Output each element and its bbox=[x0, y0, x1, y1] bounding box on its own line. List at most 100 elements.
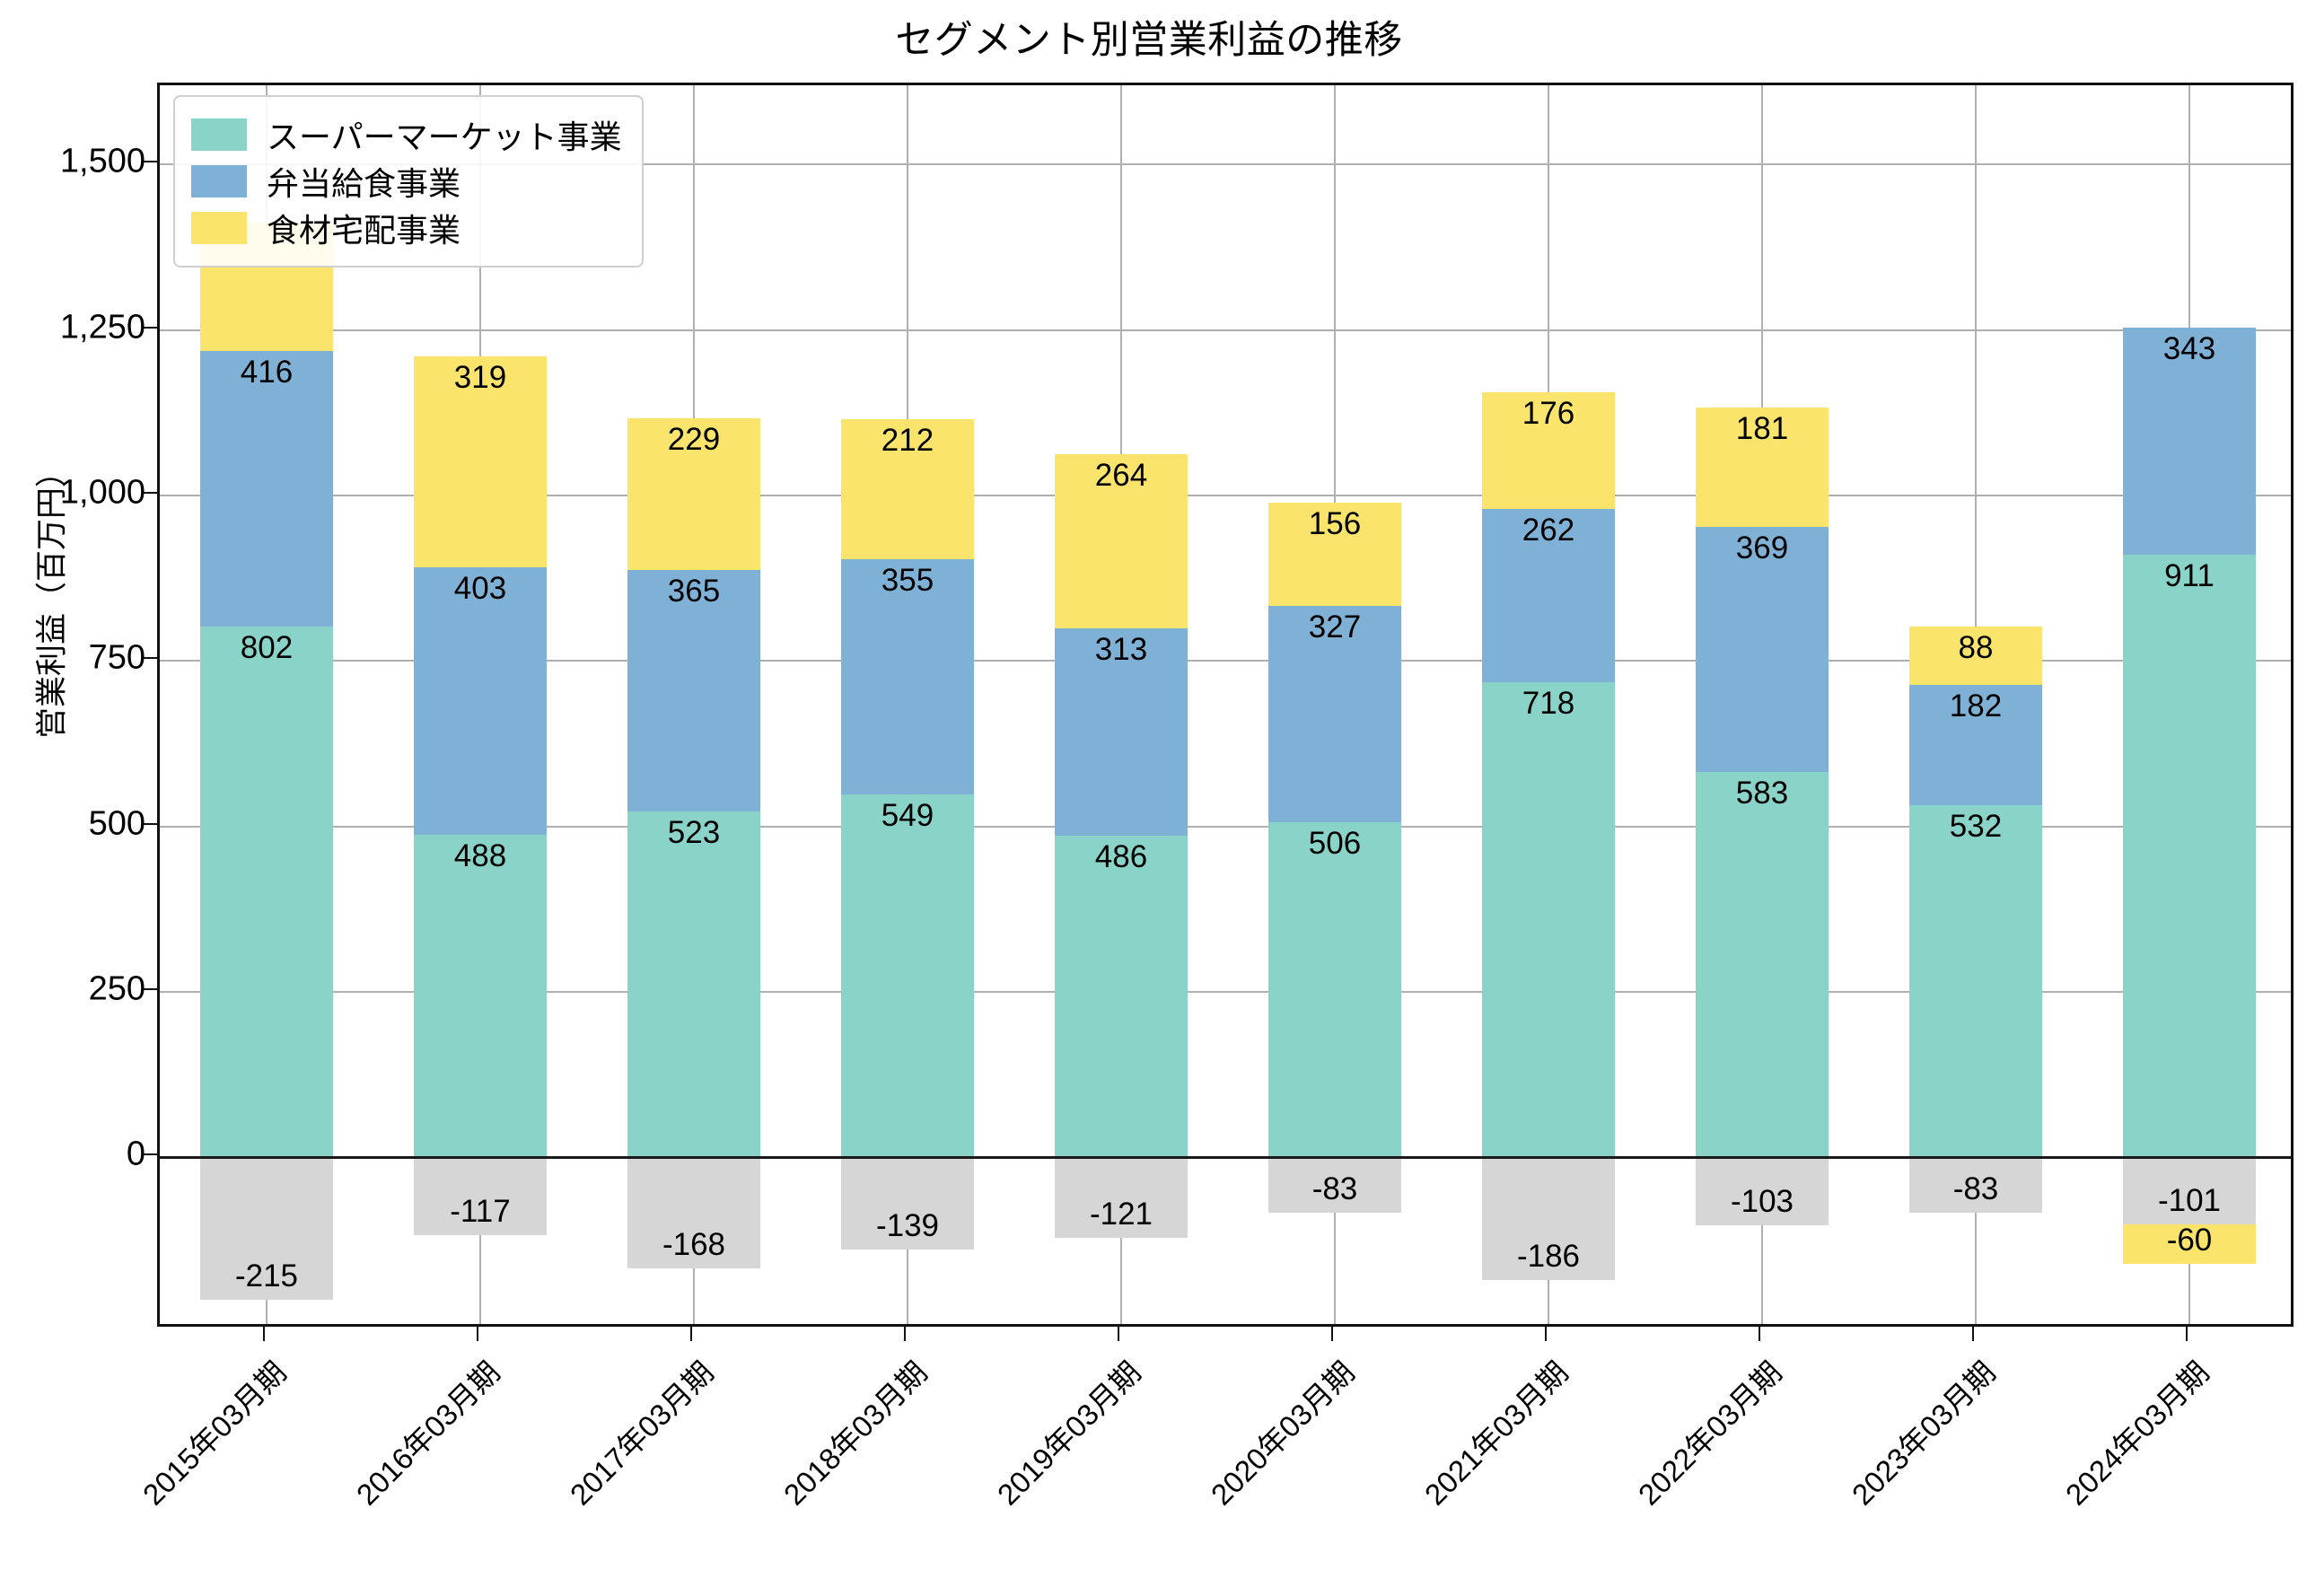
y-gridline bbox=[160, 991, 2291, 993]
bar-segment-bento[interactable]: 182 bbox=[1909, 684, 2042, 806]
bar-value-label: 327 bbox=[1308, 609, 1362, 645]
bar-value-label: 88 bbox=[1958, 630, 1994, 666]
y-gridline bbox=[160, 329, 2291, 331]
bar-segment-supermarket[interactable]: 532 bbox=[1909, 805, 2042, 1158]
x-tick-label: 2015年03月期 bbox=[136, 1355, 293, 1512]
bar-value-label: 369 bbox=[1735, 531, 1789, 566]
x-tick-mark bbox=[1331, 1327, 1333, 1341]
bar-value-label: 523 bbox=[667, 814, 721, 850]
bar-segment-bento[interactable]: 343 bbox=[2123, 327, 2256, 555]
bar-segment-delivery[interactable]: 156 bbox=[1268, 503, 1401, 607]
x-tick-label: 2017年03月期 bbox=[563, 1355, 720, 1512]
bar-value-label: 182 bbox=[1949, 688, 2003, 723]
bar-value-label: -83 bbox=[1311, 1171, 1358, 1206]
x-tick-label: 2023年03月期 bbox=[1845, 1355, 2002, 1512]
bar-value-label: 176 bbox=[1522, 396, 1575, 432]
bar-segment-bento[interactable]: 262 bbox=[1482, 508, 1615, 682]
bar-value-label: 583 bbox=[1735, 775, 1789, 811]
bar-segment-bento[interactable]: 313 bbox=[1055, 628, 1188, 837]
legend-item[interactable]: 弁当給食事業 bbox=[191, 158, 622, 205]
y-tick-label: 1,500 bbox=[59, 142, 145, 180]
y-tick-mark bbox=[144, 988, 158, 990]
x-tick-label: 2019年03月期 bbox=[990, 1355, 1147, 1512]
bar-segment-delivery[interactable]: 212 bbox=[841, 418, 974, 559]
y-tick-label: 500 bbox=[88, 804, 145, 843]
bar-segment-negative[interactable]: -186 bbox=[1482, 1157, 1615, 1281]
bar-segment-supermarket[interactable]: 911 bbox=[2123, 554, 2256, 1158]
bar-segment-supermarket[interactable]: 583 bbox=[1696, 771, 1829, 1158]
bar-value-label: 313 bbox=[1094, 632, 1148, 668]
bar-value-label: 181 bbox=[1735, 411, 1789, 447]
x-tick-mark bbox=[690, 1327, 692, 1341]
bar-segment-bento[interactable]: 416 bbox=[200, 351, 333, 627]
y-tick-mark bbox=[144, 1153, 158, 1156]
bar-segment-negative[interactable]: -215 bbox=[200, 1157, 333, 1300]
bar-segment-delivery[interactable]: 88 bbox=[1909, 627, 2042, 685]
bar-value-label: 264 bbox=[1094, 457, 1148, 493]
bar-segment-negative[interactable]: -101 bbox=[2123, 1157, 2256, 1224]
y-tick-label: 750 bbox=[88, 638, 145, 677]
bar-segment-supermarket[interactable]: 523 bbox=[627, 811, 760, 1158]
bar-value-label: 343 bbox=[2162, 330, 2216, 366]
bar-segment-supermarket[interactable]: 802 bbox=[200, 627, 333, 1158]
bar-segment-supermarket[interactable]: 718 bbox=[1482, 681, 1615, 1158]
legend-swatch-icon bbox=[191, 118, 247, 151]
bar-value-label: 403 bbox=[453, 571, 507, 607]
bar-value-label: 549 bbox=[881, 797, 934, 833]
bar-segment-delivery[interactable]: 176 bbox=[1482, 392, 1615, 509]
bar-segment-bento[interactable]: 403 bbox=[414, 567, 547, 835]
legend-item-label: スーパーマーケット事業 bbox=[267, 118, 622, 155]
x-tick-label: 2021年03月期 bbox=[1417, 1355, 1574, 1512]
bar-segment-bento[interactable]: 365 bbox=[627, 569, 760, 811]
bar-segment-supermarket[interactable]: 486 bbox=[1055, 836, 1188, 1158]
y-gridline bbox=[160, 495, 2291, 497]
bar-value-label: 532 bbox=[1949, 809, 2003, 845]
y-tick-label: 250 bbox=[88, 969, 145, 1008]
bar-segment-negative[interactable]: -139 bbox=[841, 1157, 974, 1250]
bar-value-label: -83 bbox=[1952, 1171, 1999, 1206]
bar-segment-negative[interactable]: -103 bbox=[1696, 1157, 1829, 1226]
legend-item[interactable]: 食材宅配事業 bbox=[191, 205, 622, 251]
bar-segment-delivery[interactable]: 319 bbox=[414, 356, 547, 568]
bar-segment-negative[interactable]: -121 bbox=[1055, 1157, 1188, 1238]
bar-segment-negative[interactable]: -83 bbox=[1268, 1157, 1401, 1213]
page-title: セグメント別営業利益の推移 bbox=[895, 19, 1403, 62]
bar-segment-supermarket[interactable]: 549 bbox=[841, 794, 974, 1158]
x-tick-mark bbox=[2186, 1327, 2188, 1341]
bar-value-label: 262 bbox=[1522, 512, 1575, 548]
bar-value-label: -117 bbox=[450, 1193, 511, 1229]
y-tick-label: 1,000 bbox=[59, 473, 145, 512]
bar-segment-delivery[interactable]: 264 bbox=[1055, 453, 1188, 629]
y-tick-label: 1,250 bbox=[59, 308, 145, 346]
bar-segment-supermarket[interactable]: 488 bbox=[414, 834, 547, 1158]
bar-segment-negative[interactable]: -60 bbox=[2123, 1223, 2256, 1264]
bar-value-label: 911 bbox=[2164, 557, 2215, 593]
bar-value-label: -186 bbox=[1516, 1239, 1581, 1275]
x-tick-mark bbox=[477, 1327, 478, 1341]
bar-segment-negative[interactable]: -117 bbox=[414, 1157, 547, 1235]
y-tick-mark bbox=[144, 657, 158, 660]
bar-value-label: 156 bbox=[1308, 506, 1362, 542]
y-gridline bbox=[160, 825, 2291, 828]
bar-segment-bento[interactable]: 369 bbox=[1696, 527, 1829, 772]
bar-segment-negative[interactable]: -83 bbox=[1909, 1157, 2042, 1213]
bar-segment-delivery[interactable]: 181 bbox=[1696, 408, 1829, 528]
zero-line bbox=[160, 1156, 2291, 1160]
bar-segment-delivery[interactable]: 229 bbox=[627, 417, 760, 570]
bar-segment-supermarket[interactable]: 506 bbox=[1268, 822, 1401, 1158]
bar-segment-bento[interactable]: 327 bbox=[1268, 606, 1401, 823]
plot-area: -215 802 416 -117 488 403 319 -168 523 365 229 -139… bbox=[157, 83, 2294, 1327]
bar-value-label: -101 bbox=[2157, 1182, 2222, 1218]
bar-value-label: -139 bbox=[875, 1207, 940, 1243]
bar-value-label: 365 bbox=[667, 573, 721, 609]
bar-segment-negative[interactable]: -168 bbox=[627, 1157, 760, 1269]
bar-value-label: -168 bbox=[662, 1227, 726, 1263]
legend-item[interactable]: スーパーマーケット事業 bbox=[191, 111, 622, 158]
legend-item-label: 食材宅配事業 bbox=[267, 212, 461, 249]
x-tick-label: 2022年03月期 bbox=[1631, 1355, 1788, 1512]
legend-item-label: 弁当給食事業 bbox=[267, 165, 461, 202]
y-gridline bbox=[160, 660, 2291, 662]
bar-value-label: 718 bbox=[1522, 685, 1575, 721]
bar-segment-bento[interactable]: 355 bbox=[841, 558, 974, 794]
bar-value-label: 319 bbox=[453, 360, 507, 396]
